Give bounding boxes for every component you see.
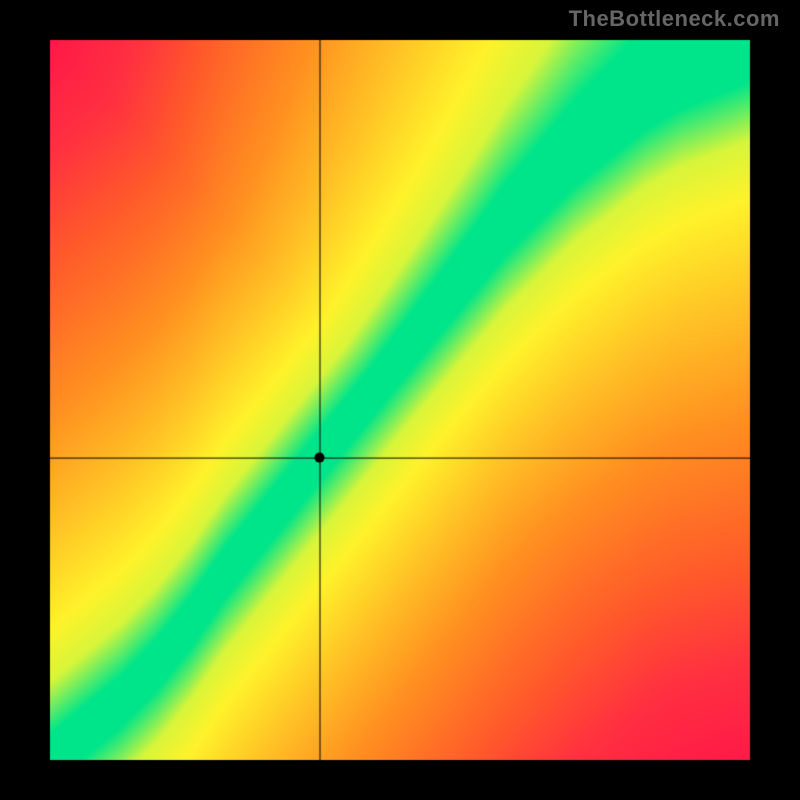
watermark-text: TheBottleneck.com [569, 6, 780, 32]
bottleneck-heatmap [0, 0, 800, 800]
chart-container: TheBottleneck.com [0, 0, 800, 800]
